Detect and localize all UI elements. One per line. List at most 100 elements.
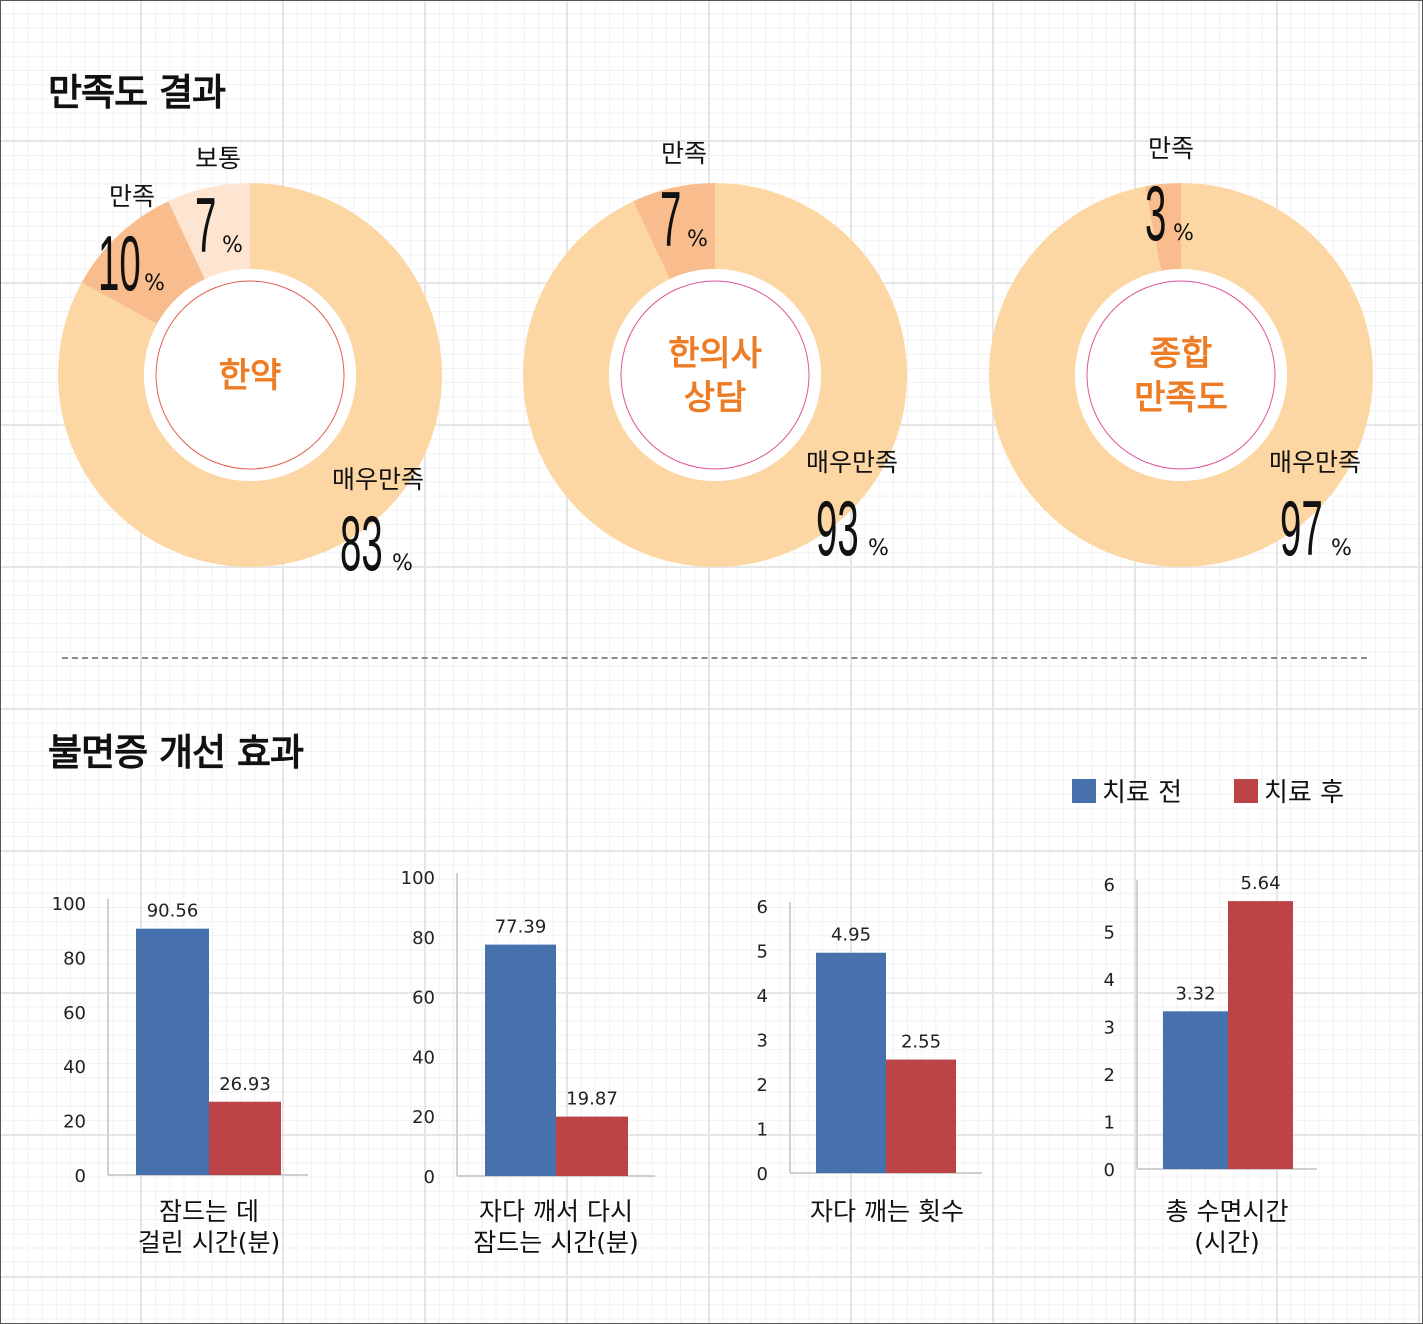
bar-after [886,1059,956,1173]
y-tick-label: 100 [401,868,435,889]
y-tick-label: 80 [412,928,435,949]
donut-center-title: 한의사 [668,334,762,374]
donut-hole [609,269,821,481]
bar-data-label: 3.32 [1175,983,1215,1004]
slice-label: 매우만족 [332,465,424,494]
slice-label: 보통 [195,144,241,173]
slice-label: 만족 [661,139,707,168]
donut-slice [633,183,715,280]
y-tick-label: 4 [1104,970,1115,991]
donut-slice [168,183,250,280]
legend-after-label: 치료 후 [1264,778,1345,808]
bar-data-label: 90.56 [147,901,199,922]
chart-caption: 걸린 시간(분) [138,1228,280,1257]
donut-hole [144,269,356,481]
slice-label: 매우만족 [806,448,898,477]
y-tick-label: 6 [757,897,768,918]
insomnia-section-title: 불면증 개선 효과 [48,731,304,774]
legend-before: 치료 전 [1072,772,1182,809]
bar-before [136,928,209,1175]
y-tick-label: 80 [63,948,86,969]
y-tick-label: 2 [757,1075,768,1096]
bar-data-label: 26.93 [219,1074,271,1095]
donut-center-title: 한약 [219,356,282,396]
y-tick-label: 0 [75,1166,86,1187]
slice-unit: % [144,271,165,296]
slice-unit: % [222,233,243,258]
slice-value: 97 [1280,485,1323,571]
bar-data-label: 5.64 [1240,873,1280,894]
chart-caption: 자다 깨는 횟수 [810,1197,964,1226]
bar-before [485,944,556,1176]
y-tick-label: 40 [412,1047,435,1068]
bar-data-label: 77.39 [495,917,547,938]
slice-unit: % [392,551,413,576]
legend-after: 치료 후 [1234,772,1344,809]
y-tick-label: 60 [63,1003,86,1024]
slice-label: 매우만족 [1269,448,1361,477]
y-tick-label: 3 [1104,1018,1115,1039]
bar-before [816,952,886,1173]
satisfaction-section-title: 만족도 결과 [48,71,226,114]
slice-value: 83 [340,500,383,586]
slice-unit: % [687,227,708,252]
y-tick-label: 5 [757,942,768,963]
donut-inner-ring [155,280,345,470]
y-tick-label: 3 [757,1031,768,1052]
slice-value: 3 [1145,170,1166,256]
y-tick-label: 1 [757,1120,768,1141]
donut-center-title: 만족도 [1134,378,1228,418]
donut-hole [1075,269,1287,481]
legend-after-swatch [1234,778,1258,803]
legend-before-label: 치료 전 [1102,778,1183,808]
chart-caption: 자다 깨서 다시 [479,1197,633,1226]
section-divider [62,657,1367,659]
donut-inner-ring [1086,280,1276,470]
chart-caption: 총 수면시간 [1166,1197,1289,1226]
y-tick-label: 20 [412,1107,435,1128]
slice-value: 10 [98,220,141,306]
slice-value: 93 [816,485,859,571]
bar-before [1163,1011,1228,1169]
donut-slice [81,201,205,324]
donut-center-title: 상담 [684,378,747,418]
bar-after [556,1116,628,1176]
y-tick-label: 6 [1104,875,1115,896]
slice-unit: % [868,536,889,561]
donut-inner-ring [620,280,810,470]
slice-unit: % [1173,221,1194,246]
chart-caption: 잠드는 데 [159,1197,259,1226]
y-tick-label: 0 [424,1167,435,1188]
y-tick-label: 20 [63,1112,86,1133]
chart-caption: 잠드는 시간(분) [473,1228,638,1257]
bar-after [1228,901,1293,1169]
bar-data-label: 2.55 [901,1032,941,1053]
y-tick-label: 4 [757,986,768,1007]
bar-chart-4: 0 1 2 3 4 5 6 3.32 5.64 총 수면시간(시간) [1104,873,1317,1257]
slice-label: 만족 [109,182,155,211]
bar-data-label: 19.87 [566,1089,618,1110]
legend-before-swatch [1072,778,1096,803]
y-tick-label: 0 [1104,1160,1115,1181]
slice-value: 7 [195,182,216,268]
y-tick-label: 1 [1104,1113,1115,1134]
donut-slice [57,183,443,567]
y-tick-label: 40 [63,1057,86,1078]
y-tick-label: 2 [1104,1065,1115,1086]
slice-unit: % [1331,536,1352,561]
y-tick-label: 100 [52,894,86,915]
chart-caption: (시간) [1194,1228,1260,1257]
donut-slice [989,183,1374,567]
donut-slice [1145,183,1181,271]
bar-after [209,1101,281,1175]
y-tick-label: 0 [757,1164,768,1185]
y-tick-label: 5 [1104,923,1115,944]
bar-chart-3: 0 1 2 3 4 5 6 4.95 2.55 자다 깨는 횟수 [757,897,982,1226]
bar-chart-1: 0 20 40 60 80 100 90.56 26.93 잠드는 데걸린 시간(분) [52,894,308,1257]
